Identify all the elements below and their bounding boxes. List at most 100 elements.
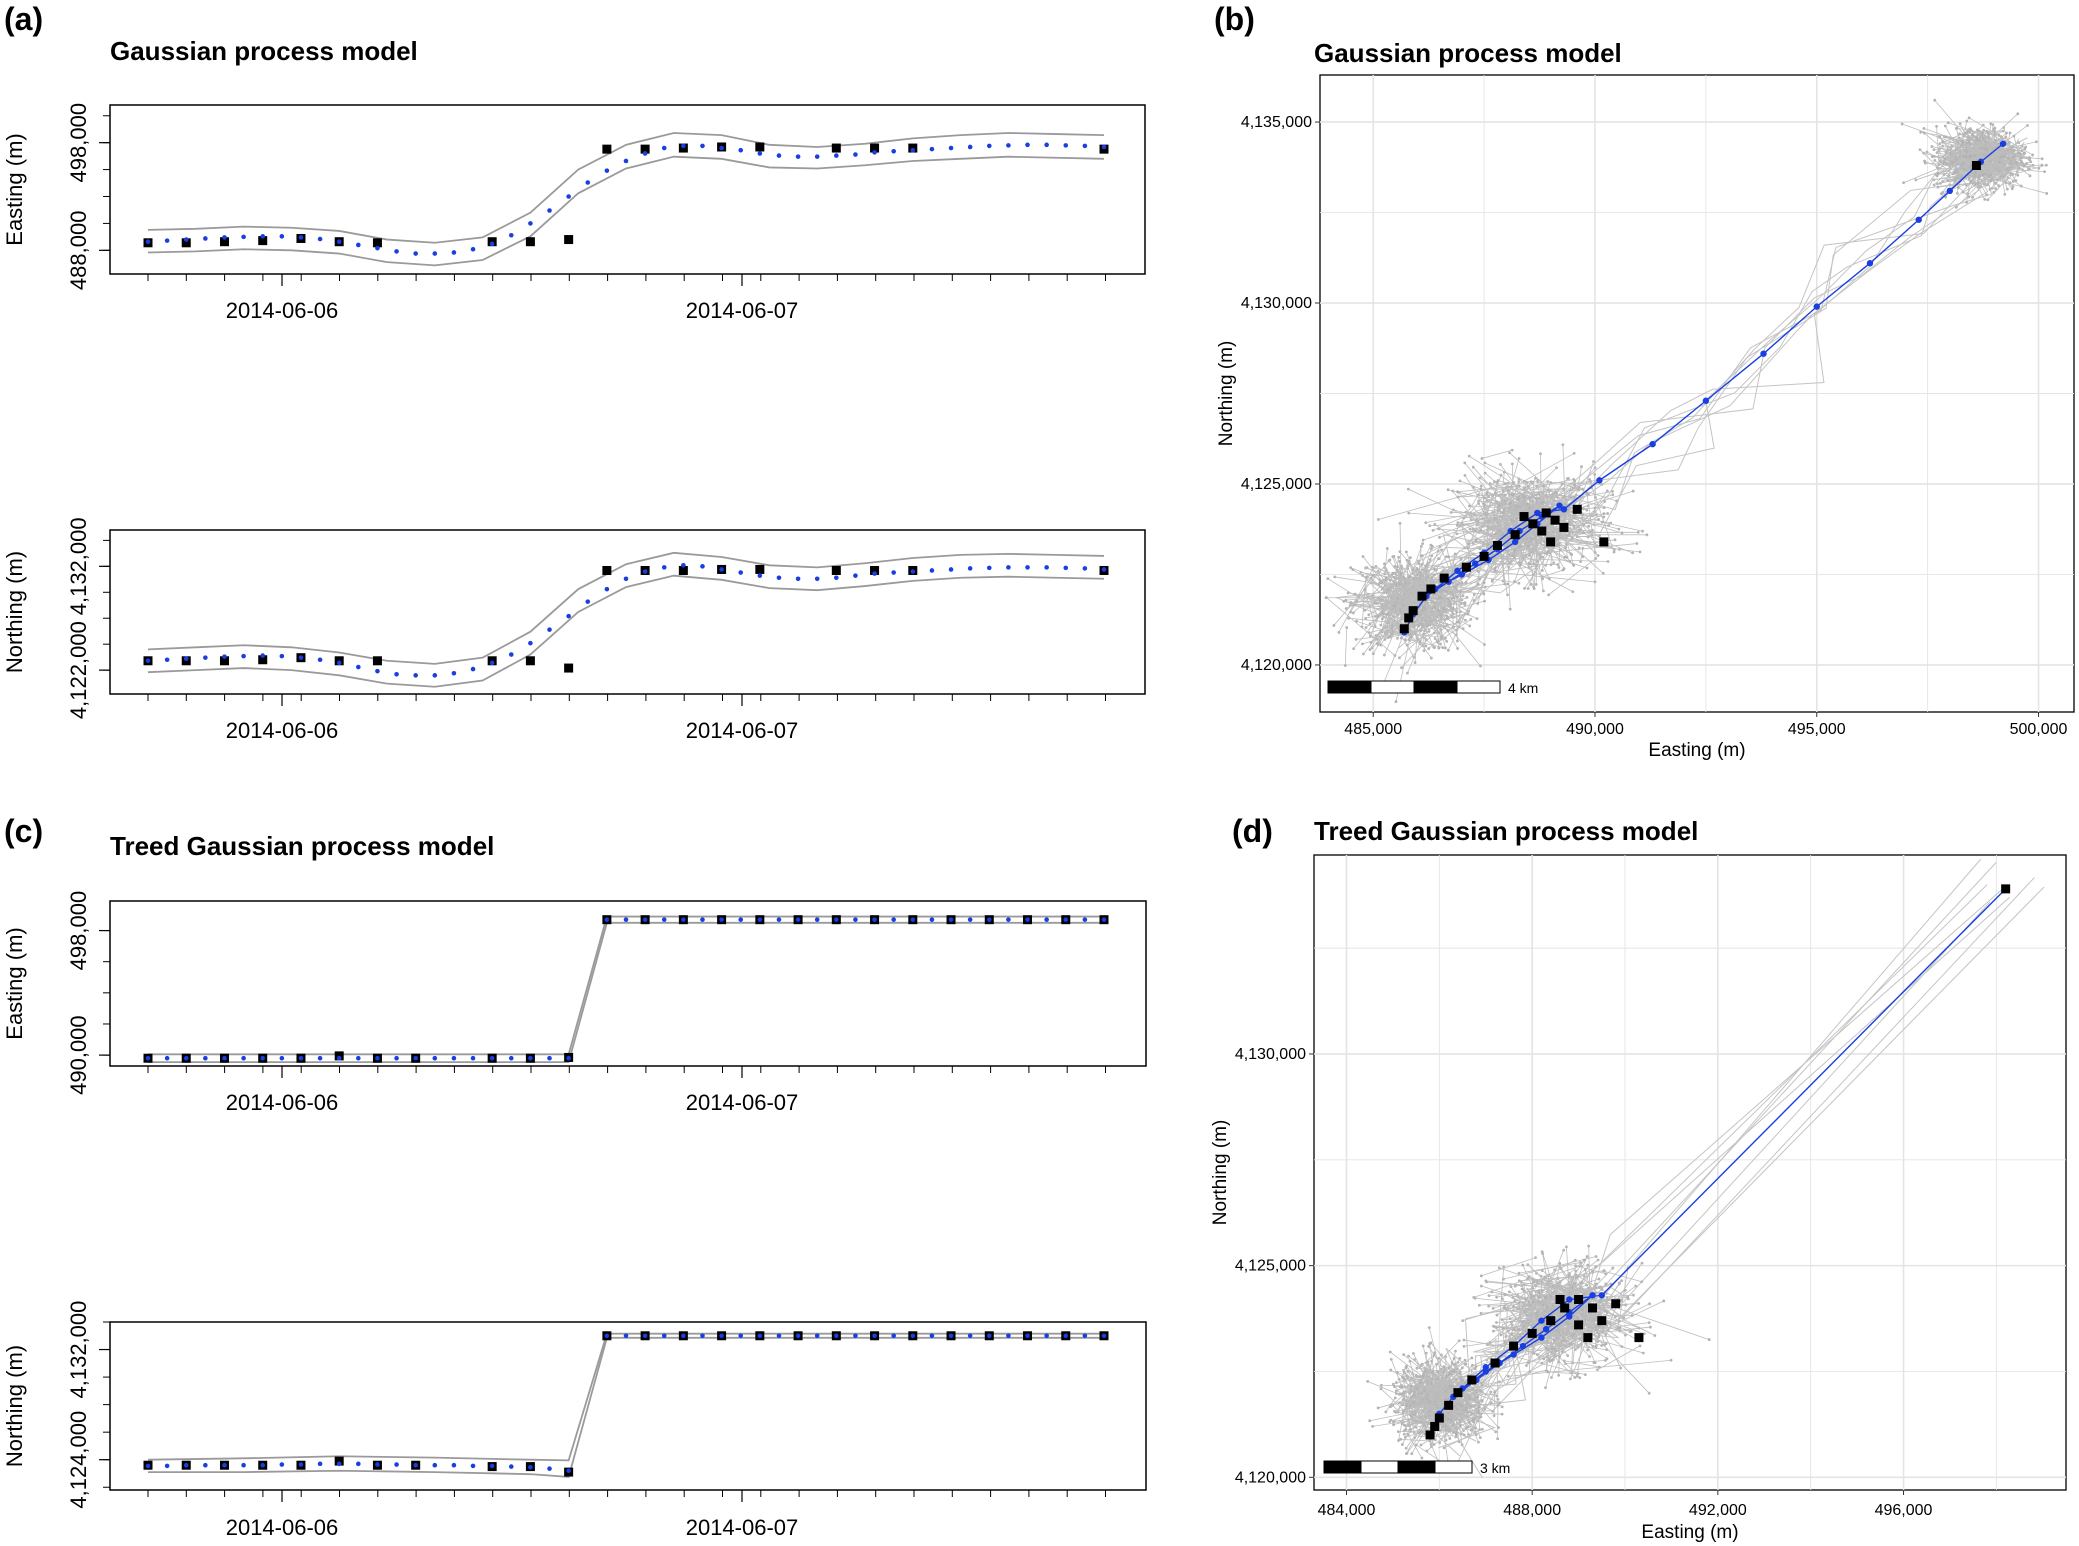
simulated-point: [1982, 146, 1986, 150]
simulated-segment: [1372, 1408, 1485, 1427]
simulated-point: [1614, 1315, 1617, 1318]
simulated-point: [1441, 646, 1445, 649]
simulated-point: [1524, 541, 1528, 545]
simulated-point: [1462, 1433, 1466, 1437]
simulated-point: [1962, 162, 1965, 165]
simulated-segment: [1434, 569, 1453, 599]
fitted-point: [700, 1333, 705, 1339]
fitted-point: [1025, 565, 1030, 570]
simulated-point: [1478, 577, 1482, 581]
fitted-point: [470, 666, 476, 672]
y-axis-label: Northing (m): [2, 1345, 27, 1467]
simulated-point: [1993, 126, 1997, 130]
simulated-segment: [1406, 1374, 1450, 1454]
fitted-point: [279, 234, 285, 239]
simulated-segment: [1481, 449, 1513, 459]
plot-frame: [109, 104, 1146, 275]
simulated-point: [1581, 487, 1584, 491]
simulated-point: [1540, 1269, 1544, 1272]
y-tick-label: 4,135,000: [1241, 114, 1312, 131]
observed-point: [870, 565, 880, 575]
simulated-point: [1606, 512, 1610, 515]
simulated-point: [1594, 496, 1597, 499]
simulated-point: [1446, 648, 1450, 652]
simulated-segment: [1934, 151, 1988, 157]
y-axis-label: Easting (m): [2, 133, 27, 245]
simulated-segment: [1381, 631, 1443, 638]
simulated-segment: [1408, 611, 1461, 636]
simulated-segment: [1478, 503, 1532, 585]
simulated-point: [1547, 1358, 1551, 1362]
simulated-segment: [1417, 1375, 1469, 1390]
fitted-point: [910, 1333, 916, 1339]
map-panel-1: 484,000 488,000 492,000 496,0004,120,0004,1…: [1210, 854, 2067, 1543]
fitted-point: [222, 235, 227, 240]
simulated-point: [1477, 493, 1480, 496]
simulated-point: [1456, 647, 1459, 650]
x-tick-label: 490,000: [1566, 721, 1624, 738]
simulated-point: [1463, 1381, 1467, 1385]
simulated-segment: [1937, 179, 1997, 188]
fitted-point: [528, 1055, 533, 1061]
simulated-point: [1900, 122, 1904, 126]
simulated-point: [1669, 1358, 1673, 1362]
simulated-point: [1522, 479, 1526, 483]
scale-bar-segment: [1327, 680, 1372, 694]
simulated-point: [1612, 550, 1616, 554]
simulated-point: [1662, 1299, 1666, 1303]
simulated-point: [1967, 195, 1971, 199]
fitted-point: [872, 150, 877, 155]
simulated-point: [1425, 624, 1429, 628]
fitted-point: [986, 565, 992, 571]
simulated-point: [2016, 112, 2020, 116]
simulated-point: [1464, 1362, 1468, 1366]
fitted-point: [623, 158, 629, 164]
simulated-segment: [1559, 532, 1584, 538]
simulated-point: [1950, 161, 1954, 164]
observed-point: [640, 144, 650, 154]
fitted-point: [241, 1055, 246, 1061]
simulated-point: [1518, 563, 1522, 567]
simulated-segment: [1956, 128, 1964, 164]
simulated-point: [1954, 158, 1958, 162]
fitted-point: [1082, 917, 1088, 922]
simulated-point: [2005, 131, 2008, 135]
fitted-point: [929, 146, 935, 152]
simulated-segment: [1467, 504, 1485, 548]
x-tick-label: 496,000: [1875, 1502, 1933, 1519]
simulated-point: [1526, 502, 1529, 506]
simulated-segment: [1956, 168, 1964, 178]
simulated-point: [1480, 457, 1484, 460]
fitted-point: [317, 1461, 323, 1467]
simulated-segment: [1422, 508, 1516, 557]
y-tick-label: 4,124,000: [66, 1411, 91, 1509]
fitted-point: [604, 1333, 610, 1339]
simulated-segment: [1456, 592, 1484, 623]
simulated-point: [1368, 1419, 1372, 1423]
fitted-point: [470, 1463, 476, 1469]
x-tick-label: 2014-06-06: [226, 1515, 339, 1540]
simulated-point: [1967, 116, 1971, 120]
simulated-point: [1476, 582, 1480, 586]
simulated-point: [1577, 546, 1581, 550]
x-tick-label: 2014-06-07: [686, 1515, 799, 1540]
x-tick-label: 495,000: [1788, 721, 1846, 738]
simulated-point: [1570, 536, 1574, 540]
simulated-point: [1468, 504, 1471, 508]
simulated-segment: [1334, 576, 1380, 585]
simulated-point: [1456, 583, 1459, 586]
simulated-point: [1960, 140, 1964, 144]
fitted-point: [757, 1333, 763, 1339]
simulated-point: [1446, 629, 1450, 632]
simulated-point: [1376, 1406, 1380, 1410]
fitted-point: [451, 250, 457, 255]
fitted-point: [1999, 140, 2007, 147]
simulated-point: [2022, 164, 2026, 168]
simulated-segment: [1374, 586, 1455, 604]
simulated-segment: [1967, 130, 2003, 133]
fitted-point: [566, 1468, 571, 1474]
simulated-segment: [1933, 141, 1978, 186]
fitted-point: [164, 1055, 170, 1061]
simulated-point: [1384, 576, 1388, 580]
fitted-point: [547, 627, 552, 632]
